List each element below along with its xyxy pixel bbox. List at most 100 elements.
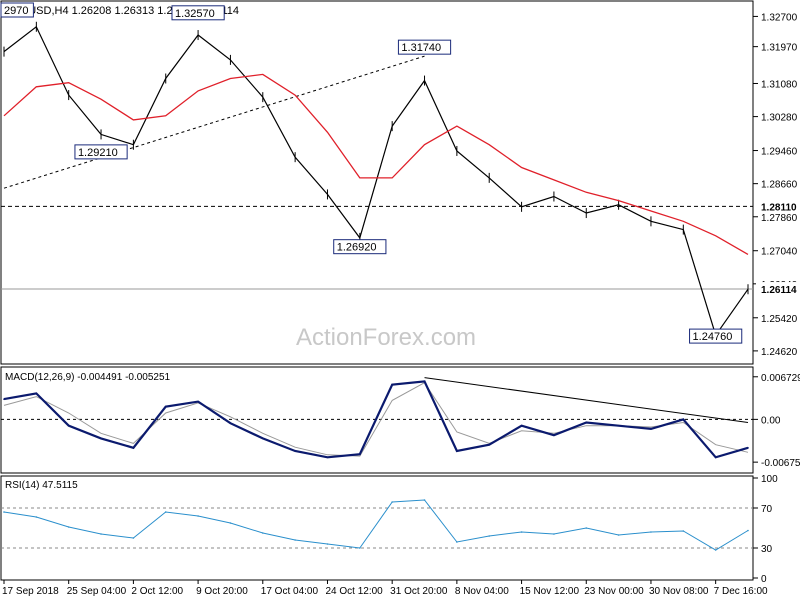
macd-point [520,424,523,427]
macd-point [229,422,232,424]
macd-series [3,380,749,459]
rsi-tick-label: 0 [761,574,767,585]
macd-point [100,437,102,440]
price-tick-label: 1.27860 [761,213,798,224]
rsi-point [100,533,102,535]
macd-point [359,453,361,455]
price-annotation-box [74,144,128,160]
price-annotation-box [0,2,34,18]
rsi-title: RSI(14) 47.5115 [5,480,78,491]
rsi-point [456,541,458,543]
macd-point [197,400,199,403]
price-hline-label-bg [756,199,800,214]
rsi-point [714,549,717,551]
rsi-series [3,499,749,551]
price-tick-label: 1.30280 [761,113,798,124]
x-tick-label: 9 Oct 20:00 [196,586,248,597]
price-tick-label: 1.27040 [761,247,798,258]
rsi-point [294,539,296,541]
price-annotation-label: 1.29210 [78,147,118,159]
price-annotations: 2970 1.32570 1.31740 1.29210 1.26920 1.24760 [0,2,743,344]
x-tick-label: 7 Dec 16:00 [714,586,768,597]
price-tick-label: 1.28660 [761,180,798,191]
macd-point [650,428,652,430]
price-hline-label: 1.28110 [761,202,797,213]
moving-average-line [3,73,749,255]
x-tick-label: 23 Nov 00:00 [584,586,644,597]
macd-point [261,437,264,440]
rsi-point [423,499,426,501]
x-tick-label: 2 Oct 12:00 [131,586,183,597]
rsi-point [585,527,588,529]
price-hline-label-bg [756,282,800,297]
macd-point [585,421,588,424]
price-annotation-box [689,328,743,344]
x-tick-label: 17 Sep 2018 [2,586,59,597]
price-tick-label: 1.25420 [761,314,798,325]
price-tick-label: 1.31080 [761,79,798,90]
macd-line [3,380,749,459]
macd-tick-label: -0.006758 [761,458,800,469]
rsi-point [197,515,199,517]
macd-tick-label: 0.006729 [761,373,800,384]
macd-point [714,456,717,459]
rsi-point [359,547,361,549]
rsi-point [650,531,652,533]
watermark: ActionForex.com [296,324,476,351]
rsi-point [3,511,5,513]
macd-point [326,456,329,459]
price-annotation-label: 1.32570 [175,8,215,20]
macd-point [617,424,620,427]
rsi-point [261,532,264,534]
macd-point [456,450,458,452]
rsi-point [747,529,749,532]
price-tick-label: 1.32700 [761,12,798,23]
x-tick-label: 30 Nov 08:00 [649,586,709,597]
price-trendline-segment [3,55,425,189]
price-tick-label: 1.29460 [761,147,798,158]
price-panel-frame [0,0,754,365]
rsi-line [3,499,749,551]
x-tick-label: 17 Oct 04:00 [261,586,319,597]
x-tick-label: 31 Oct 20:00 [390,586,448,597]
macd-point [553,434,555,436]
x-tick-label: 15 Nov 12:00 [520,586,580,597]
rsi-point [326,543,329,545]
x-tick-label: 8 Nov 04:00 [455,586,509,597]
rsi-panel-frame [0,475,754,581]
x-tick-label: 24 Oct 12:00 [325,586,383,597]
x-tick-label: 25 Sep 04:00 [67,586,127,597]
rsi-levels [1,507,753,549]
rsi-point [520,531,523,533]
price-tick-label: 1.24620 [761,347,798,358]
macd-point [67,424,70,427]
macd-point [132,447,135,449]
macd-point [35,392,38,395]
price-annotation-box [171,5,225,21]
rsi-point [35,516,38,518]
rsi-point [164,511,167,513]
macd-panel-frame [0,366,754,474]
macd-point [747,447,749,449]
price-annotation-label: 1.26920 [337,242,377,254]
price-line [3,25,749,337]
price-annotation-box [397,39,452,55]
macd-point [423,380,426,383]
macd-point [488,443,491,446]
price-annotation-label: 1.24760 [693,331,733,343]
price-tick-label: 1.31970 [761,43,798,54]
price-horizontal-lines: 1.28110 1.26114 [1,199,800,297]
macd-trendline-segment [424,377,749,424]
rsi-point [682,530,685,532]
rsi-axis-ticks: 100 70 30 0 [753,474,778,585]
macd-trendline [424,377,749,424]
macd-point [682,418,685,421]
price-hline-label: 1.26114 [761,285,797,296]
rsi-point [391,501,393,503]
rsi-point [617,534,620,536]
price-annotation-box [333,239,387,255]
macd-axis-ticks: 0.006729 0.00 -0.006758 [1,373,800,469]
price-annotation-label: 2970 [4,5,28,17]
